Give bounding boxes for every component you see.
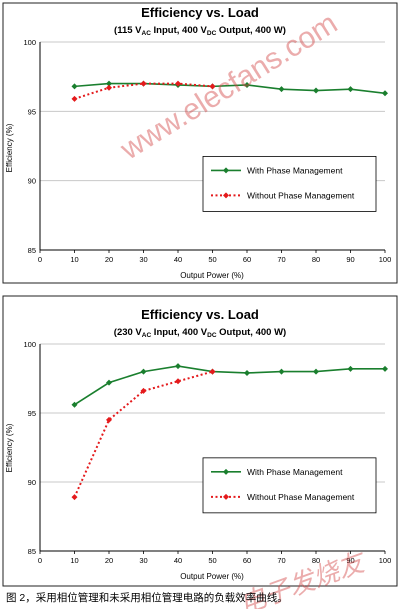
without-phase-point	[140, 387, 147, 394]
x-tick-label: 80	[312, 556, 320, 565]
with-phase-point	[313, 87, 319, 94]
with-phase-point	[71, 83, 78, 90]
y-tick-label: 100	[23, 340, 36, 349]
with-phase-point	[175, 363, 181, 370]
with-phase-point	[382, 365, 388, 372]
legend-marker	[223, 468, 229, 475]
x-tick-label: 10	[70, 556, 78, 565]
x-tick-label: 60	[243, 556, 251, 565]
legend-marker	[223, 493, 229, 500]
x-tick-label: 40	[174, 255, 182, 264]
with-phase-point	[106, 379, 112, 386]
without-phase-point	[140, 80, 147, 87]
with-phase-point	[244, 81, 250, 88]
y-tick-label: 95	[28, 107, 36, 116]
without-phase-point	[71, 494, 78, 501]
x-tick-label: 20	[105, 255, 113, 264]
without-phase-point	[175, 378, 181, 385]
x-tick-label: 80	[312, 255, 320, 264]
with-phase-point	[140, 368, 147, 375]
bottom-panel-frame	[2, 295, 398, 587]
chart-2-title: Efficiency vs. Load	[141, 307, 259, 322]
x-tick-label: 0	[38, 556, 42, 565]
without-phase-point	[209, 368, 216, 375]
x-tick-label: 30	[139, 255, 147, 264]
legend-box	[202, 457, 377, 514]
y-tick-label: 100	[23, 38, 36, 47]
legend-label: With Phase Management	[247, 165, 343, 175]
series-with-phase-line	[74, 365, 385, 406]
figure-caption: 图 2，采用相位管理和未采用相位管理电路的负载效率曲线。	[6, 591, 288, 604]
with-phase-point	[278, 86, 285, 93]
with-phase-point	[106, 80, 112, 87]
y-tick-label: 85	[28, 547, 36, 556]
legend-label: Without Phase Management	[247, 190, 355, 200]
legend-marker	[223, 192, 229, 199]
without-phase-point	[106, 84, 112, 91]
with-phase-point	[278, 368, 285, 375]
without-phase-point	[175, 80, 181, 87]
x-tick-label: 100	[379, 556, 392, 565]
x-tick-label: 90	[346, 556, 354, 565]
chart-1-ylabel: Efficiency (%)	[5, 123, 14, 172]
y-tick-label: 90	[28, 177, 36, 186]
x-tick-label: 70	[277, 255, 285, 264]
x-tick-label: 50	[208, 556, 216, 565]
with-phase-point	[347, 365, 354, 372]
without-phase-point	[106, 416, 112, 423]
with-phase-point	[71, 401, 78, 408]
chart-1-xlabel: Output Power (%)	[180, 271, 244, 280]
chart-1-plot: 85 90 95 100 0 10 20 30 40 50 60 70 80 90 100 With Phas…	[23, 38, 391, 264]
with-phase-point	[382, 90, 388, 97]
y-tick-label: 90	[28, 478, 36, 487]
without-phase-point	[71, 95, 78, 102]
with-phase-point	[347, 86, 354, 93]
with-phase-point	[244, 369, 250, 376]
chart-2-xlabel: Output Power (%)	[180, 572, 244, 581]
without-phase-point	[209, 83, 216, 90]
x-tick-label: 20	[105, 556, 113, 565]
x-tick-label: 90	[346, 255, 354, 264]
series-with-phase-line	[74, 82, 386, 95]
chart-2-subtitle: (230 VAC Input, 400 VDC Output, 400 W)	[114, 327, 286, 339]
legend-label: Without Phase Management	[247, 492, 355, 502]
with-phase-point	[313, 368, 319, 375]
legend-box	[202, 155, 377, 212]
x-tick-label: 40	[174, 556, 182, 565]
x-tick-label: 60	[243, 255, 251, 264]
x-tick-label: 30	[139, 556, 147, 565]
chart-1-subtitle: (115 VAC Input, 400 VDC Output, 400 W)	[114, 25, 286, 37]
series-without-phase-line	[74, 82, 213, 100]
chart-1-title: Efficiency vs. Load	[141, 5, 259, 20]
y-tick-label: 95	[28, 409, 36, 418]
x-tick-label: 50	[208, 255, 216, 264]
chart-2-ylabel: Efficiency (%)	[5, 423, 14, 472]
series-without-phase-line	[73, 370, 213, 498]
y-tick-label: 85	[28, 246, 36, 255]
x-tick-label: 0	[38, 255, 42, 264]
x-tick-label: 70	[277, 556, 285, 565]
x-tick-label: 100	[379, 255, 392, 264]
top-panel-frame	[2, 2, 398, 284]
chart-2-plot: 85 90 95 100 0 10 20 30 40 50 60 70 80 90 100 With Phas…	[23, 340, 391, 565]
legend-marker	[223, 167, 229, 174]
x-tick-label: 10	[70, 255, 78, 264]
legend-label: With Phase Management	[247, 467, 343, 477]
